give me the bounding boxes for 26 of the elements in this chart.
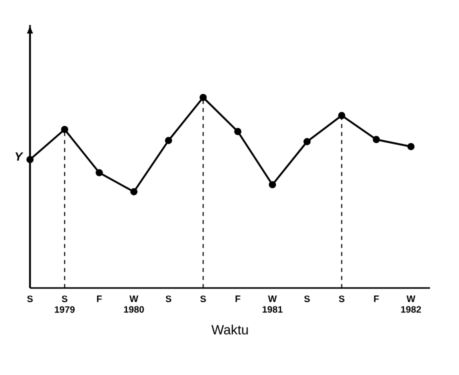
x-tick-label: W 1982 — [401, 296, 421, 313]
point — [61, 126, 68, 134]
x-tick-label: F — [236, 296, 240, 302]
point — [372, 136, 380, 144]
point — [96, 169, 103, 176]
x-tick-label: S — [338, 296, 344, 302]
x-tick-label: W 1980 — [124, 296, 144, 313]
x-tick-label: F — [374, 296, 379, 302]
y-axis-title: Y — [15, 152, 24, 161]
x-tick-label: S — [304, 296, 310, 302]
point — [234, 128, 242, 136]
x-tick-label: W 1981 — [262, 296, 283, 313]
x-tick-label: S 1979 — [54, 296, 75, 313]
x-tick-label: F — [97, 296, 102, 302]
point — [338, 112, 346, 120]
point — [130, 188, 138, 196]
point — [200, 94, 207, 102]
x-axis-title: Waktu — [211, 324, 248, 334]
point — [407, 142, 415, 150]
x-tick-label: S — [200, 296, 206, 302]
x-tick-label: S — [166, 296, 172, 302]
point — [26, 156, 34, 164]
point — [268, 181, 276, 188]
point — [164, 136, 172, 144]
point — [303, 138, 311, 146]
x-tick-label: S — [27, 296, 33, 302]
